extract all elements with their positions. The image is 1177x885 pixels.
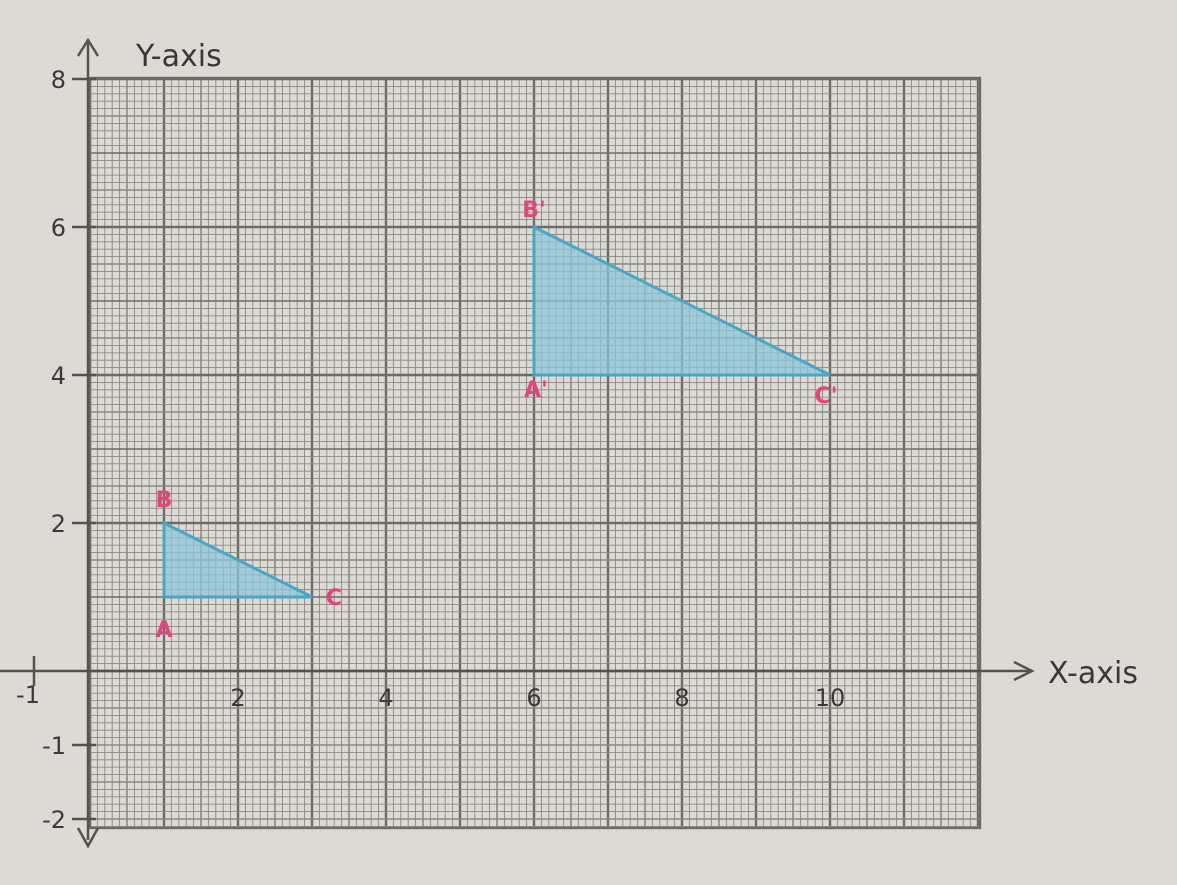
triangles (162, 224, 831, 599)
triangle-1 (162, 520, 313, 599)
point-label-a: A (155, 618, 172, 643)
point-label-c: C (326, 586, 342, 611)
x-tick-label: 10 (815, 684, 846, 712)
x-tick-label: -1 (16, 681, 40, 709)
y-axis-up-arrow-icon (76, 37, 100, 57)
point-label-c-prime: C' (815, 384, 838, 409)
tick-labels: 8 6 4 2 -1 -2 -1 2 4 6 8 10 (16, 66, 845, 834)
axes: Y-axis X-axis (0, 37, 1138, 849)
point-label-b-prime: B' (522, 198, 546, 223)
y-axis-down-arrow-icon (76, 827, 100, 849)
x-tick-label: 4 (378, 684, 393, 712)
x-axis-title: X-axis (1048, 656, 1138, 691)
x-tick-label: 8 (674, 684, 689, 712)
y-tick-label: 2 (51, 510, 66, 538)
point-label-a-prime: A' (524, 378, 548, 403)
y-tick-label: 6 (51, 214, 66, 242)
point-label-b: B (156, 488, 173, 513)
y-tick-label: 4 (51, 362, 66, 390)
grid-border (88, 76, 982, 830)
triangle-2 (532, 224, 831, 377)
y-tick-label: -2 (42, 806, 66, 834)
x-axis-right-arrow-icon (1013, 660, 1035, 682)
point-labels: A B C A' B' C' (155, 198, 837, 643)
x-tick-label: 6 (526, 684, 541, 712)
y-tick-label: -1 (42, 732, 66, 760)
grid (88, 76, 982, 830)
y-tick-label: 8 (51, 66, 66, 94)
y-axis-title: Y-axis (135, 39, 222, 74)
x-tick-label: 2 (230, 684, 245, 712)
